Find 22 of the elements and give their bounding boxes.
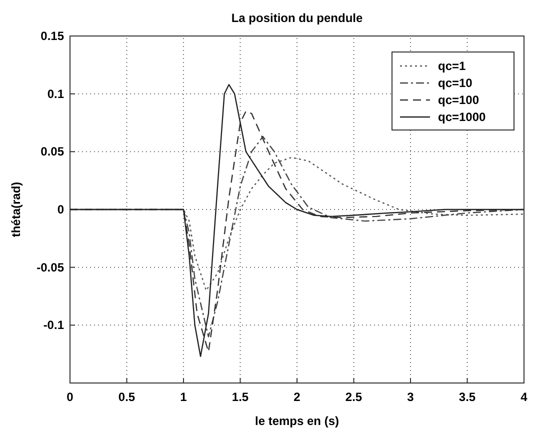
legend-label: qc=1000 [438, 110, 486, 124]
legend-label: qc=1 [438, 59, 466, 73]
x-tick-label: 4 [520, 390, 528, 404]
y-tick-label: 0.15 [40, 29, 64, 43]
x-axis-title: le temps en (s) [254, 414, 340, 428]
x-tick-label: 2.5 [345, 390, 362, 404]
y-tick-label: 0.1 [47, 86, 64, 101]
chart-title: La position du pendule [231, 11, 363, 25]
legend-label: qc=100 [438, 93, 480, 107]
x-tick-label: 2 [294, 390, 301, 404]
x-tick-label: 3 [407, 390, 414, 404]
legend-label: qc=10 [438, 76, 473, 90]
x-tick-label: 0.5 [118, 390, 136, 404]
x-tick-label: 3.5 [458, 390, 476, 404]
x-tick-label: 1 [180, 390, 188, 404]
y-axis-title: théta(rad) [9, 182, 23, 238]
y-tick-label: 0.05 [40, 144, 64, 159]
y-tick-label: 0 [57, 202, 64, 216]
y-tick-label: -0.05 [36, 260, 64, 274]
x-tick-label: 1.5 [232, 390, 249, 404]
x-tick-label: 0 [66, 390, 74, 404]
y-tick-label: -0.1 [43, 318, 64, 332]
